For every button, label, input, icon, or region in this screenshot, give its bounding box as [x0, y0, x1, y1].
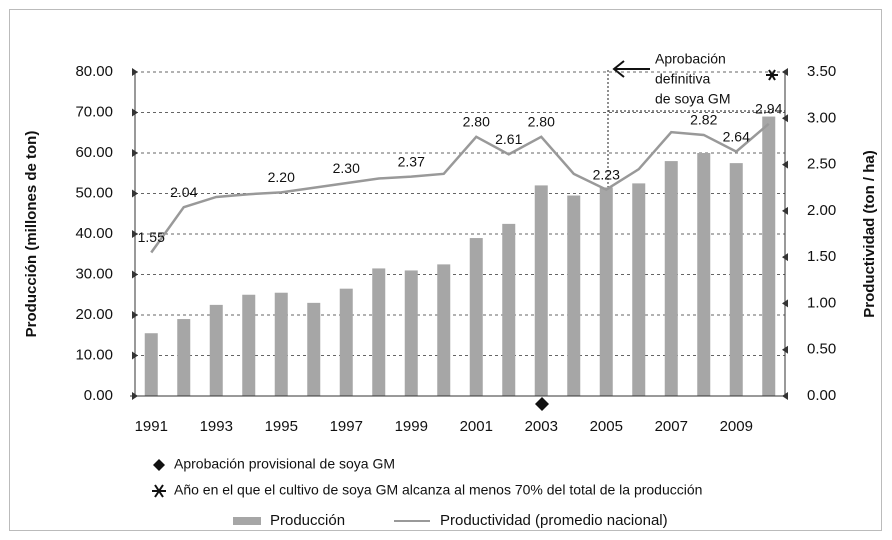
bar	[664, 161, 678, 396]
data-label: 2.37	[398, 153, 425, 169]
asterisk-marker	[152, 484, 166, 498]
data-label: 2.30	[333, 160, 360, 176]
data-label: 2.82	[690, 112, 717, 128]
asterisk-marker	[766, 69, 778, 81]
x-tick-label: 1999	[395, 418, 428, 435]
y2-tick-mark	[782, 68, 788, 76]
bar	[697, 153, 711, 396]
x-tick-label: 2009	[720, 418, 753, 435]
y2-tick-mark	[782, 253, 788, 262]
x-tick-label: 2003	[525, 418, 558, 435]
y2-tick-label: 3.00	[807, 109, 836, 126]
bar	[437, 264, 451, 396]
x-tick-label: 1997	[330, 418, 363, 435]
note: Año en el que el cultivo de soya GM alca…	[174, 482, 702, 498]
diamond-marker	[153, 459, 165, 471]
arrow	[612, 60, 650, 78]
data-label: 2.23	[593, 166, 620, 182]
y-tick-label: 60.00	[75, 144, 113, 161]
data-label: 2.20	[268, 169, 295, 185]
y-tick-label: 80.00	[75, 63, 113, 80]
bar	[567, 195, 581, 396]
bar	[339, 288, 353, 396]
x-tick-label: 1991	[135, 418, 168, 435]
bar	[209, 304, 223, 396]
data-label: 2.94	[755, 101, 782, 117]
y2-tick-label: 3.50	[807, 63, 836, 80]
data-label: 2.04	[170, 184, 197, 200]
bar	[307, 302, 321, 396]
y-tick-label: 20.00	[75, 306, 113, 323]
data-label: 2.80	[528, 114, 555, 130]
annotation: Aprobación	[655, 51, 726, 67]
note: Aprobación provisional de soya GM	[174, 456, 395, 472]
y2-tick-label: 0.00	[807, 387, 836, 404]
bar	[502, 223, 516, 396]
y-tick-label: 30.00	[75, 265, 113, 282]
x-tick-label: 2001	[460, 418, 493, 435]
frame	[9, 9, 882, 531]
y2-tick-mark	[782, 345, 788, 354]
bar	[144, 333, 158, 396]
bar	[177, 319, 191, 396]
annotation: definitiva	[655, 71, 710, 87]
legend-label: Productividad (promedio nacional)	[440, 512, 668, 529]
y-tick-label: 0.00	[84, 387, 113, 404]
bar	[404, 270, 418, 396]
y2-tick-label: 2.50	[807, 156, 836, 173]
y-tick-label: 40.00	[75, 225, 113, 242]
bar	[274, 292, 288, 396]
bar	[372, 268, 386, 396]
y2-tick-mark	[782, 114, 788, 123]
bar	[762, 116, 776, 397]
y2-tick-label: 1.50	[807, 248, 836, 265]
bar	[469, 238, 483, 396]
y2-tick-label: 0.50	[807, 341, 836, 358]
y2-axis-title: Productividad (ton / ha)	[861, 150, 878, 318]
y2-tick-mark	[782, 206, 788, 215]
y2-tick-label: 1.00	[807, 294, 836, 311]
y2-tick-label: 2.00	[807, 202, 836, 219]
annotation: de soya GM	[655, 91, 730, 107]
legend-label: Producción	[270, 512, 345, 529]
y2-tick-mark	[782, 160, 788, 169]
x-tick-label: 1995	[265, 418, 298, 435]
line	[150, 122, 770, 254]
x-tick-label: 1993	[200, 418, 233, 435]
bar	[599, 187, 613, 396]
bar	[534, 185, 548, 396]
bar	[632, 183, 646, 396]
y2-tick-mark	[782, 299, 788, 308]
y-tick-label: 10.00	[75, 346, 113, 363]
x-tick-label: 2007	[655, 418, 688, 435]
diamond-marker	[535, 397, 549, 411]
x-tick-label: 2005	[590, 418, 623, 435]
bar	[242, 294, 256, 396]
data-label: 2.61	[495, 131, 522, 147]
y-tick-label: 70.00	[75, 103, 113, 120]
data-label: 2.80	[463, 114, 490, 130]
y-axis-title: Producción (millones de ton)	[23, 131, 40, 338]
y-tick-label: 50.00	[75, 184, 113, 201]
data-label: 2.64	[723, 128, 750, 144]
bar	[729, 163, 743, 396]
legend-swatch	[233, 517, 261, 525]
data-label: 1.55	[138, 229, 165, 245]
